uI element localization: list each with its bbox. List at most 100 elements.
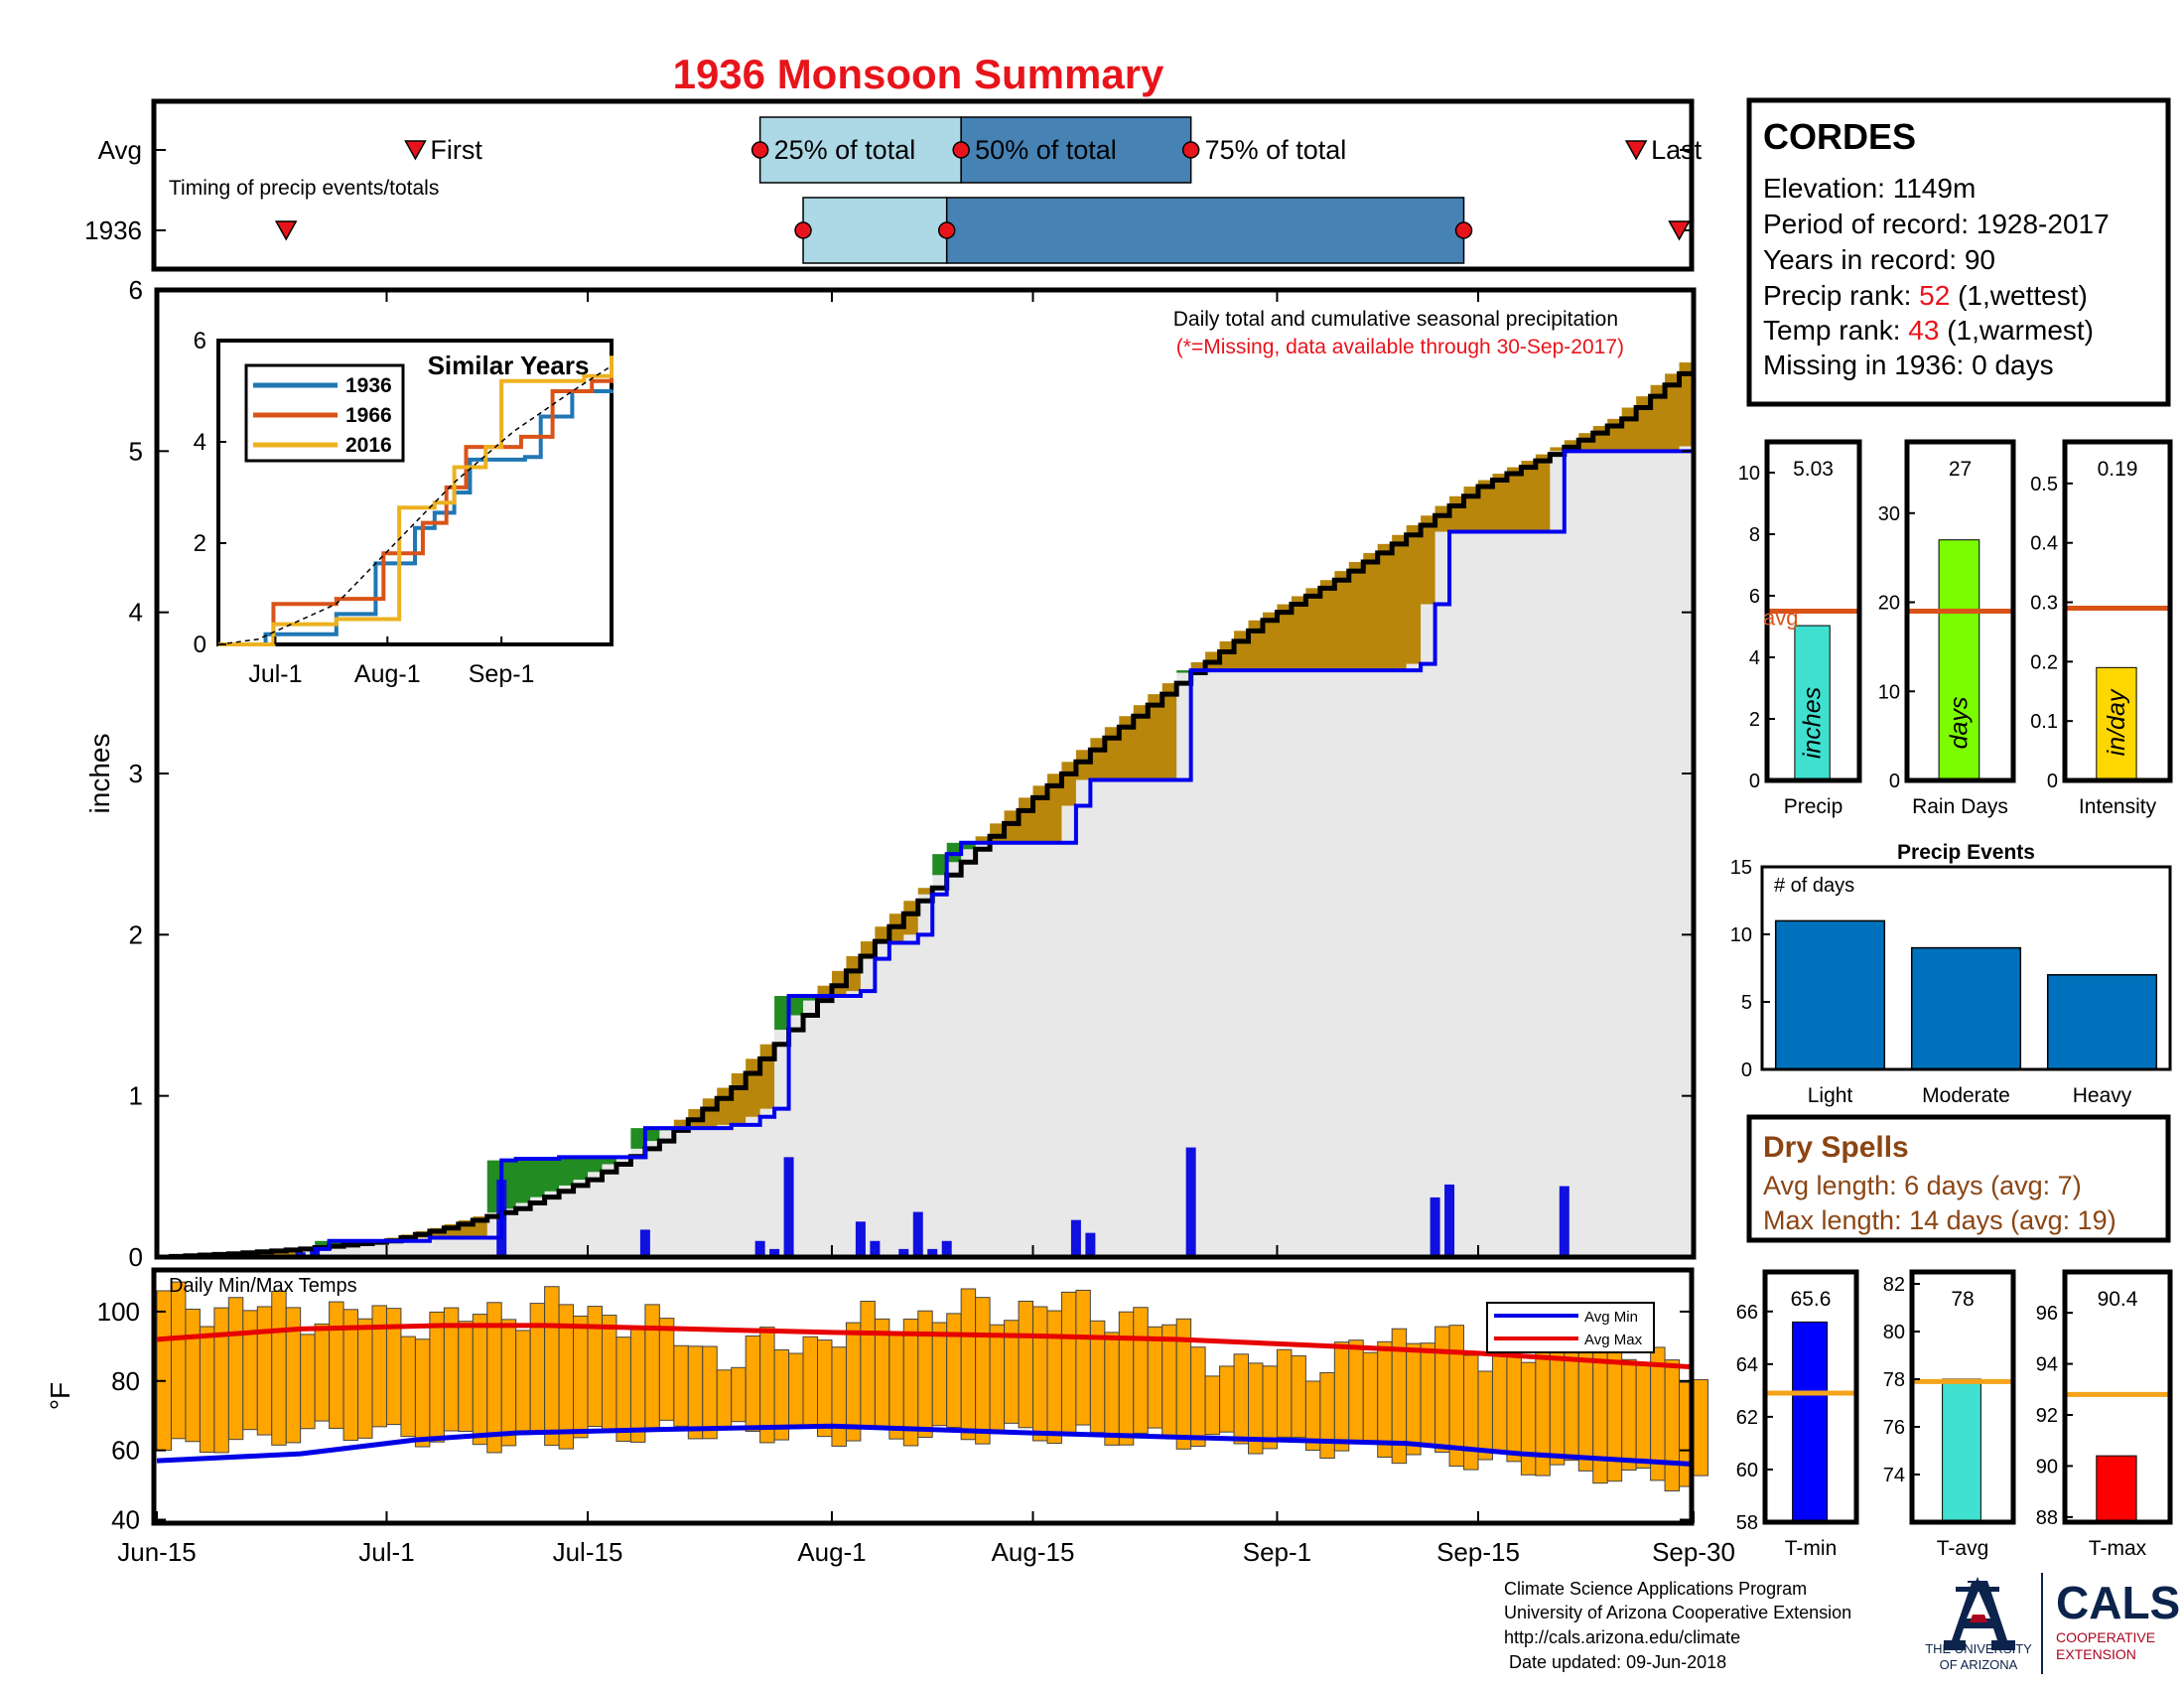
daily-temp-bar	[1262, 1365, 1278, 1450]
daily-precip-bar	[1070, 1219, 1081, 1257]
avg-area-day	[817, 996, 833, 1257]
daily-temp-bar	[256, 1306, 273, 1436]
daily-temp-bar	[573, 1315, 589, 1439]
avg-area-day	[1019, 842, 1034, 1257]
below-avg-area-day	[1046, 774, 1063, 843]
y-axis-label: inches	[84, 734, 115, 814]
above-avg-area-day	[1176, 670, 1192, 673]
daily-temp-bar	[1693, 1378, 1708, 1477]
small-y-tick-label: 10	[1878, 681, 1900, 703]
avg-area-day	[1262, 670, 1279, 1257]
avg-area-day	[1046, 842, 1063, 1257]
small-panel-xlabel: T-avg	[1937, 1537, 1989, 1560]
avg-area-day	[1148, 779, 1163, 1257]
daily-temp-bar	[199, 1326, 215, 1454]
events-title: Precip Events	[1897, 841, 2035, 864]
daily-temp-bar	[1046, 1310, 1062, 1445]
daily-temp-bar	[1635, 1364, 1652, 1470]
below-avg-area-day	[846, 955, 862, 992]
above-avg-area-day	[774, 996, 790, 1031]
value-label: 65.6	[1791, 1288, 1832, 1311]
small-y-tick-label: 20	[1878, 593, 1900, 615]
precip-events-panel: Light Moderate Heavy 0 5 10 15 Precip Events # o…	[1730, 841, 2172, 1107]
y-tick-label: 5	[129, 436, 143, 466]
avg-area-day	[1004, 842, 1020, 1257]
ua-logo-text-1: THE UNIVERSITY	[1925, 1641, 2032, 1656]
event-category-label: Moderate	[1922, 1084, 2010, 1107]
avg-area-day	[1449, 531, 1465, 1257]
timing-percentile-marker	[1454, 221, 1473, 239]
value-bar	[2096, 666, 2137, 781]
small-y-tick-label: 94	[2036, 1354, 2058, 1376]
daily-temp-bar	[716, 1369, 733, 1428]
daily-temp-bar	[400, 1336, 416, 1438]
small-y-tick-label: 64	[1736, 1354, 1758, 1376]
daily-temp-bar	[702, 1345, 718, 1440]
avg-area-day	[1133, 779, 1149, 1257]
small-y-tick-label: 74	[1883, 1465, 1905, 1486]
above-avg-area-day	[315, 1240, 331, 1247]
x-tick-label: Sep-30	[1652, 1537, 1735, 1567]
small-y-tick-label: 0	[2047, 771, 2058, 792]
small-panel-xlabel: T-max	[2089, 1537, 2147, 1560]
x-tick-label: Jun-15	[117, 1537, 197, 1567]
daily-temp-bar	[673, 1344, 689, 1427]
avg-area-day	[372, 1240, 388, 1257]
avg-area-day	[400, 1240, 417, 1257]
daily-temp-bar	[644, 1304, 660, 1431]
avg-area-day	[1363, 670, 1379, 1257]
daily-precip-bar	[870, 1240, 881, 1257]
above-avg-area-day	[530, 1158, 546, 1197]
timing-percentile-marker	[952, 141, 970, 159]
daily-temp-bar	[1520, 1361, 1537, 1476]
avg-area-day	[1205, 670, 1221, 1257]
avg-area-day	[515, 1202, 531, 1257]
small-panel-frame	[1764, 439, 1862, 783]
below-avg-area-day	[1679, 362, 1695, 447]
small-y-tick-label: 0.2	[2030, 651, 2058, 673]
daily-temp-bar	[170, 1281, 187, 1440]
avg-area-day	[1578, 451, 1594, 1257]
footer-line-4: Date updated: 09-Jun-2018	[1504, 1652, 1726, 1672]
avg-area-day	[1119, 779, 1135, 1257]
avg-area-day	[831, 996, 848, 1257]
daily-temp-bar	[1104, 1332, 1120, 1446]
event-bar	[2046, 974, 2158, 1070]
daily-precip-bar	[927, 1248, 938, 1257]
similar-year-line	[218, 355, 614, 646]
avg-area-day	[644, 1141, 660, 1257]
cals-logo-text: CALS	[2056, 1577, 2180, 1628]
daily-temp-bar	[271, 1290, 287, 1446]
footer-line-1: Climate Science Applications Program	[1504, 1579, 1807, 1599]
avg-area-day	[688, 1128, 704, 1257]
avg-area-day	[860, 958, 876, 1257]
x-tick-label: Aug-1	[797, 1537, 866, 1567]
above-avg-area-day	[644, 1128, 660, 1142]
avg-area-day	[1477, 531, 1494, 1257]
avg-area-day	[444, 1237, 460, 1257]
daily-precip-bar	[855, 1221, 866, 1257]
below-avg-area-day	[1075, 750, 1091, 780]
y-tick-label: 2	[129, 919, 143, 949]
avg-area-day	[975, 842, 991, 1257]
daily-temp-bar	[1133, 1307, 1149, 1434]
below-avg-area-day	[903, 901, 919, 935]
timing-row-label: Avg	[98, 135, 142, 165]
inset-y-tick-label: 2	[194, 530, 206, 557]
timing-label-75: 75% of total	[1205, 135, 1347, 165]
daily-temp-bar	[1434, 1326, 1450, 1454]
avg-area-day	[300, 1248, 316, 1257]
temp-chart-title: Daily Min/Max Temps	[169, 1275, 357, 1297]
avg-area-day	[1032, 842, 1048, 1257]
below-avg-area-day	[1535, 454, 1551, 532]
small-y-tick-label: 78	[1883, 1369, 1905, 1391]
university-of-arizona-logo: THE UNIVERSITY OF ARIZONA	[1925, 1577, 2032, 1672]
avg-area-day	[1665, 451, 1681, 1257]
daily-temp-bar	[357, 1318, 373, 1439]
daily-temp-bar	[314, 1323, 331, 1422]
small-y-tick-label: 30	[1878, 503, 1900, 525]
daily-temp-bar	[472, 1314, 488, 1446]
daily-temp-bar	[601, 1315, 617, 1431]
avg-area-day	[888, 942, 904, 1257]
